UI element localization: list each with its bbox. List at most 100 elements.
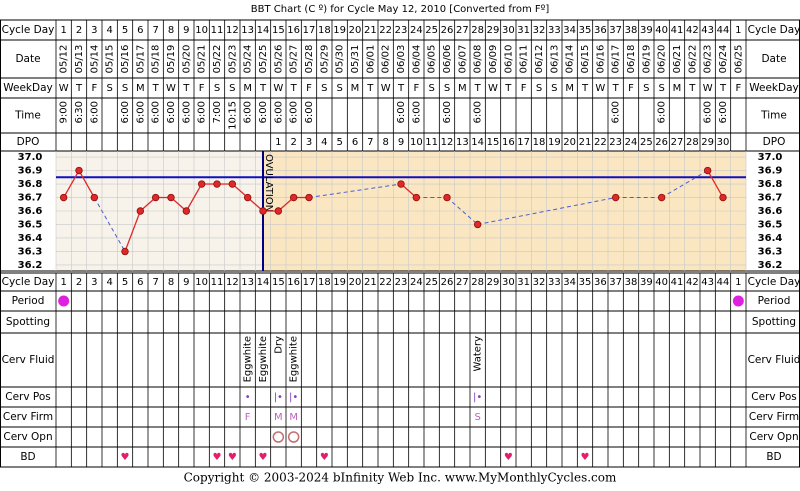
weekday: M <box>351 83 360 94</box>
row-label: Cerv Firm <box>3 411 53 423</box>
y-tick-label: 36.5 <box>758 219 783 230</box>
row-label: Cycle Day <box>748 276 800 288</box>
cycle-day: 35 <box>579 25 592 36</box>
date: 05/18 <box>151 45 162 74</box>
y-tick-label: 37.0 <box>18 152 43 163</box>
cycle-day: 20 <box>349 277 362 288</box>
date: 06/15 <box>580 45 591 74</box>
cycle-day: 35 <box>579 277 592 288</box>
time: 6:00 <box>258 101 269 123</box>
date: 05/22 <box>212 45 223 74</box>
date: 05/25 <box>258 45 269 74</box>
y-tick-label: 36.3 <box>18 246 43 257</box>
weekday: F <box>521 83 527 94</box>
weekday: T <box>75 83 83 94</box>
cycle-day: 25 <box>425 25 438 36</box>
row-label: Cerv Pos <box>751 391 797 403</box>
cycle-day: 38 <box>625 25 638 36</box>
date: 05/31 <box>350 45 361 74</box>
y-tick-label: 36.2 <box>758 260 783 271</box>
date: 05/13 <box>74 45 85 74</box>
cycle-day: 31 <box>517 25 530 36</box>
weekday: S <box>229 83 235 94</box>
cycle-day: 8 <box>168 25 174 36</box>
dpo: 3 <box>306 137 312 148</box>
cycle-day: 12 <box>226 25 239 36</box>
cycle-day: 30 <box>502 25 515 36</box>
cycle-day: 4 <box>106 25 112 36</box>
time: 9:00 <box>59 101 70 123</box>
cycle-day: 18 <box>318 277 331 288</box>
temp-point <box>182 207 191 215</box>
ovulation-label: OVULATION <box>263 154 274 212</box>
weekday: S <box>536 83 542 94</box>
cerv-pos: |• <box>289 392 298 403</box>
date: 06/18 <box>626 45 637 74</box>
chart-title: BBT Chart (C º) for Cycle May 12, 2010 [… <box>251 4 550 15</box>
date: 05/15 <box>105 45 116 74</box>
cycle-day: 42 <box>686 25 699 36</box>
time: 10:15 <box>227 101 238 130</box>
time: 6:00 <box>243 101 254 123</box>
weekday: S <box>122 83 128 94</box>
temp-point <box>611 193 620 202</box>
gap-segment <box>308 183 402 199</box>
date: 06/20 <box>657 45 668 74</box>
cerv-opn <box>287 431 300 443</box>
row-label: Date <box>761 53 786 65</box>
date: 05/30 <box>335 45 346 74</box>
weekday: F <box>91 83 97 94</box>
temp-point <box>90 193 99 202</box>
cerv-fluid: Dry <box>273 336 284 354</box>
y-tick-label: 36.8 <box>18 179 43 190</box>
cerv-fluid: Eggwhite <box>258 336 269 382</box>
weekday: W <box>381 83 391 94</box>
cycle-day: 23 <box>395 277 408 288</box>
cycle-day: 17 <box>303 277 316 288</box>
time: 6:30 <box>74 101 85 123</box>
row-label: Time <box>760 110 787 122</box>
temp-point <box>289 193 298 202</box>
cycle-day: 32 <box>533 25 546 36</box>
temp-segment <box>78 170 95 198</box>
cycle-day: 9 <box>183 277 189 288</box>
time: 6:00 <box>181 101 192 123</box>
y-tick-label: 36.5 <box>18 219 43 230</box>
y-tick-label: 36.9 <box>758 166 783 177</box>
date: 05/16 <box>120 45 131 74</box>
time: 6:00 <box>396 101 407 123</box>
cycle-day: 34 <box>563 277 576 288</box>
cycle-day: 3 <box>91 277 97 288</box>
dpo: 6 <box>352 137 358 148</box>
row-label: Cerv Fluid <box>2 354 55 366</box>
weekday: F <box>628 83 634 94</box>
weekday: S <box>428 83 434 94</box>
cycle-day: 6 <box>137 277 143 288</box>
weekday: T <box>719 83 727 94</box>
date: 05/27 <box>289 45 300 74</box>
cerv-pos: • <box>245 392 251 403</box>
cycle-day: 37 <box>609 277 622 288</box>
row-label: BD <box>766 451 781 463</box>
cycle-day: 11 <box>211 277 224 288</box>
y-tick-label: 36.6 <box>18 206 43 217</box>
weekday: S <box>643 83 649 94</box>
time: 6:00 <box>289 101 300 123</box>
cycle-day: 14 <box>257 25 270 36</box>
gap-segment <box>477 197 616 225</box>
date: 05/23 <box>227 45 238 74</box>
time: 6:00 <box>166 101 177 123</box>
weekday: T <box>290 83 298 94</box>
row-label: WeekDay <box>3 82 53 94</box>
weekday: T <box>259 83 267 94</box>
date: 05/14 <box>89 45 100 74</box>
date: 05/19 <box>166 45 177 74</box>
dpo: 5 <box>336 137 342 148</box>
row-label: Cycle Day <box>2 276 55 288</box>
cycle-day: 40 <box>655 277 668 288</box>
cycle-day: 43 <box>701 25 714 36</box>
cycle-day: 22 <box>379 25 392 36</box>
date: 06/04 <box>411 45 422 74</box>
row-label: BD <box>20 451 35 463</box>
